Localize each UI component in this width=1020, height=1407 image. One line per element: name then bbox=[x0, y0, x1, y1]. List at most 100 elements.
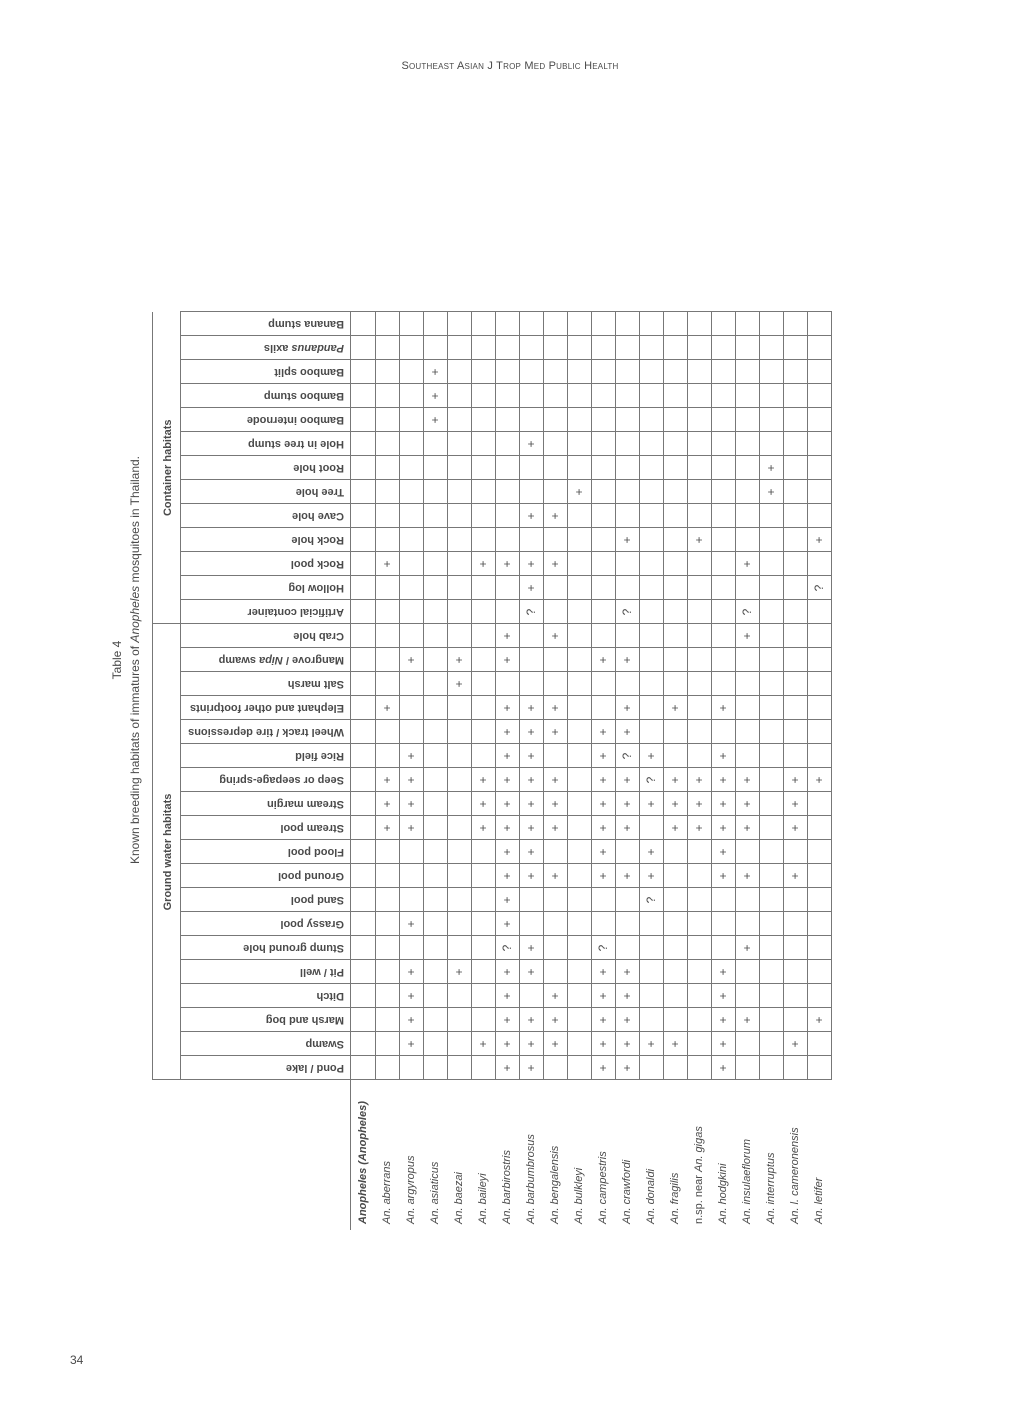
table-cell bbox=[735, 576, 759, 600]
table-cell: + bbox=[807, 768, 831, 792]
table-cell bbox=[399, 456, 423, 480]
table-cell: + bbox=[591, 744, 615, 768]
table-cell bbox=[375, 384, 399, 408]
table-cell bbox=[351, 1056, 376, 1080]
habitat-header: Artificial container bbox=[181, 600, 351, 624]
table-cell bbox=[615, 936, 639, 960]
table-cell bbox=[567, 1032, 591, 1056]
table-cell: + bbox=[543, 984, 567, 1008]
table-cell: + bbox=[759, 480, 783, 504]
table-cell: + bbox=[519, 1008, 543, 1032]
table-cell bbox=[351, 336, 376, 360]
table-cell bbox=[663, 960, 687, 984]
table-cell bbox=[807, 336, 831, 360]
table-cell bbox=[567, 672, 591, 696]
table-cell bbox=[471, 576, 495, 600]
table-cell bbox=[423, 960, 447, 984]
table-cell: + bbox=[495, 888, 519, 912]
table-cell bbox=[663, 720, 687, 744]
table-cell bbox=[495, 480, 519, 504]
table-cell bbox=[639, 432, 663, 456]
table-cell bbox=[399, 672, 423, 696]
table-cell bbox=[495, 408, 519, 432]
table-cell bbox=[615, 336, 639, 360]
table-cell bbox=[375, 864, 399, 888]
table-cell bbox=[591, 672, 615, 696]
table-cell bbox=[567, 648, 591, 672]
table-cell: + bbox=[783, 816, 807, 840]
table-cell bbox=[687, 744, 711, 768]
habitat-header: Pond / lake bbox=[181, 1056, 351, 1080]
table-cell bbox=[399, 840, 423, 864]
table-cell bbox=[711, 528, 735, 552]
table-cell: + bbox=[759, 456, 783, 480]
table-cell bbox=[519, 912, 543, 936]
table-cell: + bbox=[615, 816, 639, 840]
table-cell bbox=[735, 528, 759, 552]
table-cell: + bbox=[735, 816, 759, 840]
table-cell bbox=[759, 888, 783, 912]
table-cell bbox=[447, 432, 471, 456]
table-cell bbox=[567, 984, 591, 1008]
table-cell: + bbox=[471, 552, 495, 576]
table-cell bbox=[519, 624, 543, 648]
table-cell: + bbox=[639, 792, 663, 816]
table-cell bbox=[351, 1008, 376, 1032]
table-cell bbox=[447, 912, 471, 936]
table-cell bbox=[591, 696, 615, 720]
caption-suffix: mosquitoes in Thailand. bbox=[128, 456, 142, 586]
table-cell: + bbox=[663, 696, 687, 720]
habitat-header: Elephant and other footprints bbox=[181, 696, 351, 720]
table-cell bbox=[543, 960, 567, 984]
table-cell: + bbox=[519, 696, 543, 720]
table-cell bbox=[687, 504, 711, 528]
table-cell bbox=[807, 912, 831, 936]
table-cell: + bbox=[375, 816, 399, 840]
table-cell bbox=[423, 720, 447, 744]
table-cell bbox=[375, 624, 399, 648]
table-cell bbox=[687, 1056, 711, 1080]
table-cell bbox=[759, 624, 783, 648]
table-cell: + bbox=[423, 408, 447, 432]
table-cell bbox=[447, 408, 471, 432]
table-cell bbox=[711, 360, 735, 384]
table-cell: + bbox=[519, 768, 543, 792]
table-cell bbox=[351, 744, 376, 768]
table-cell: ? bbox=[519, 600, 543, 624]
table-cell bbox=[567, 360, 591, 384]
table-cell bbox=[543, 528, 567, 552]
table-cell bbox=[711, 672, 735, 696]
table-cell bbox=[423, 432, 447, 456]
table-cell bbox=[399, 1056, 423, 1080]
table-cell bbox=[399, 864, 423, 888]
table-cell bbox=[807, 840, 831, 864]
table-cell bbox=[711, 576, 735, 600]
table-cell bbox=[735, 360, 759, 384]
table-cell: + bbox=[495, 792, 519, 816]
table-cell bbox=[543, 456, 567, 480]
table-cell bbox=[639, 576, 663, 600]
table-cell bbox=[471, 600, 495, 624]
table-cell bbox=[423, 576, 447, 600]
table-cell bbox=[687, 384, 711, 408]
table-cell bbox=[447, 792, 471, 816]
table-cell bbox=[687, 696, 711, 720]
table-cell bbox=[783, 312, 807, 336]
table-cell bbox=[375, 720, 399, 744]
table-cell bbox=[375, 504, 399, 528]
table-cell bbox=[615, 408, 639, 432]
habitat-header: Flood pool bbox=[181, 840, 351, 864]
table-cell bbox=[639, 528, 663, 552]
table-cell bbox=[807, 384, 831, 408]
table-cell bbox=[783, 840, 807, 864]
habitat-header: Stream pool bbox=[181, 816, 351, 840]
species-name: An. asiaticus bbox=[423, 1080, 447, 1230]
table-cell bbox=[591, 456, 615, 480]
species-name: An. campestris bbox=[591, 1080, 615, 1230]
table-cell bbox=[543, 480, 567, 504]
table-cell: + bbox=[615, 1008, 639, 1032]
table-cell bbox=[807, 816, 831, 840]
table-cell bbox=[663, 456, 687, 480]
table-cell: + bbox=[711, 864, 735, 888]
species-name: An. crawfordi bbox=[615, 1080, 639, 1230]
